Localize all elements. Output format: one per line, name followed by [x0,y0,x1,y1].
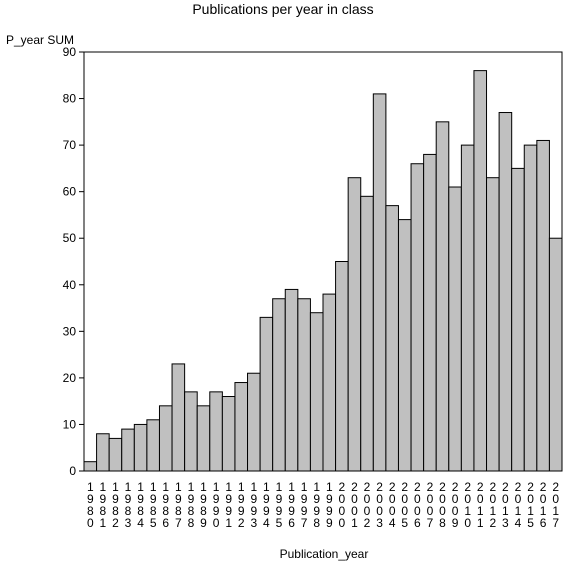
bar-1996 [284,288,299,472]
bar-1994 [259,316,274,472]
bar-1987 [171,363,186,472]
y-tick-label: 90 [63,45,77,59]
bar-2006 [410,163,425,472]
bar-1997 [297,298,311,472]
bar-1980 [83,461,98,472]
bar-1984 [133,423,148,472]
y-tick-label: 20 [63,371,77,385]
bar-2008 [435,121,450,472]
bar-2004 [385,205,399,472]
y-tick-label: 30 [63,324,77,338]
bar-1989 [196,405,211,472]
y-tick-label: 80 [63,92,77,106]
bar-2012 [486,177,500,472]
bar-1985 [146,419,160,472]
bar-1986 [158,405,173,472]
bar-1993 [247,372,261,472]
y-tick-label: 50 [63,231,77,245]
bar-2007 [423,153,437,472]
y-ticks-group: 0 10 20 30 40 50 60 70 80 90 [63,45,84,478]
bar-2005 [397,219,412,472]
bar-1992 [234,382,249,472]
bar-1995 [272,298,286,472]
bar-2011 [473,70,488,472]
y-axis-label: P_year SUM [6,33,74,47]
bar-2003 [372,93,387,472]
bar-1988 [184,391,198,472]
bar-1999 [322,293,337,472]
y-tick-label: 60 [63,185,77,199]
bar-2016 [536,139,550,472]
bars-group [83,70,563,472]
bar-2014 [511,167,525,472]
bar-2015 [523,144,538,472]
bar-2013 [498,112,513,472]
bar-2017 [548,237,563,472]
bar-1983 [121,428,135,472]
bar-1981 [96,433,110,472]
bar-1998 [309,312,324,472]
y-tick-label: 70 [63,138,77,152]
bar-1991 [221,396,236,472]
bar-2001 [347,177,362,472]
bar-2010 [460,144,475,472]
bar-2002 [360,195,374,472]
chart-title: Publications per year in class [192,1,373,17]
bar-2009 [448,186,462,472]
y-tick-label: 0 [69,464,76,478]
bar-1990 [209,391,223,472]
y-tick-label: 40 [63,278,77,292]
bar-1982 [108,437,123,472]
x-axis-label: Publication_year [280,547,369,561]
bar-2000 [335,261,349,472]
x-ticks-group: 1 9 8 0 1 9 8 1 1 9 8 2 1 9 8 3 1 9 8 4 1 9 8 5 1 9 8 6 1 9 8 7 1 9 8 8 1 9 8 9… [87,480,559,530]
y-tick-label: 10 [63,417,77,431]
